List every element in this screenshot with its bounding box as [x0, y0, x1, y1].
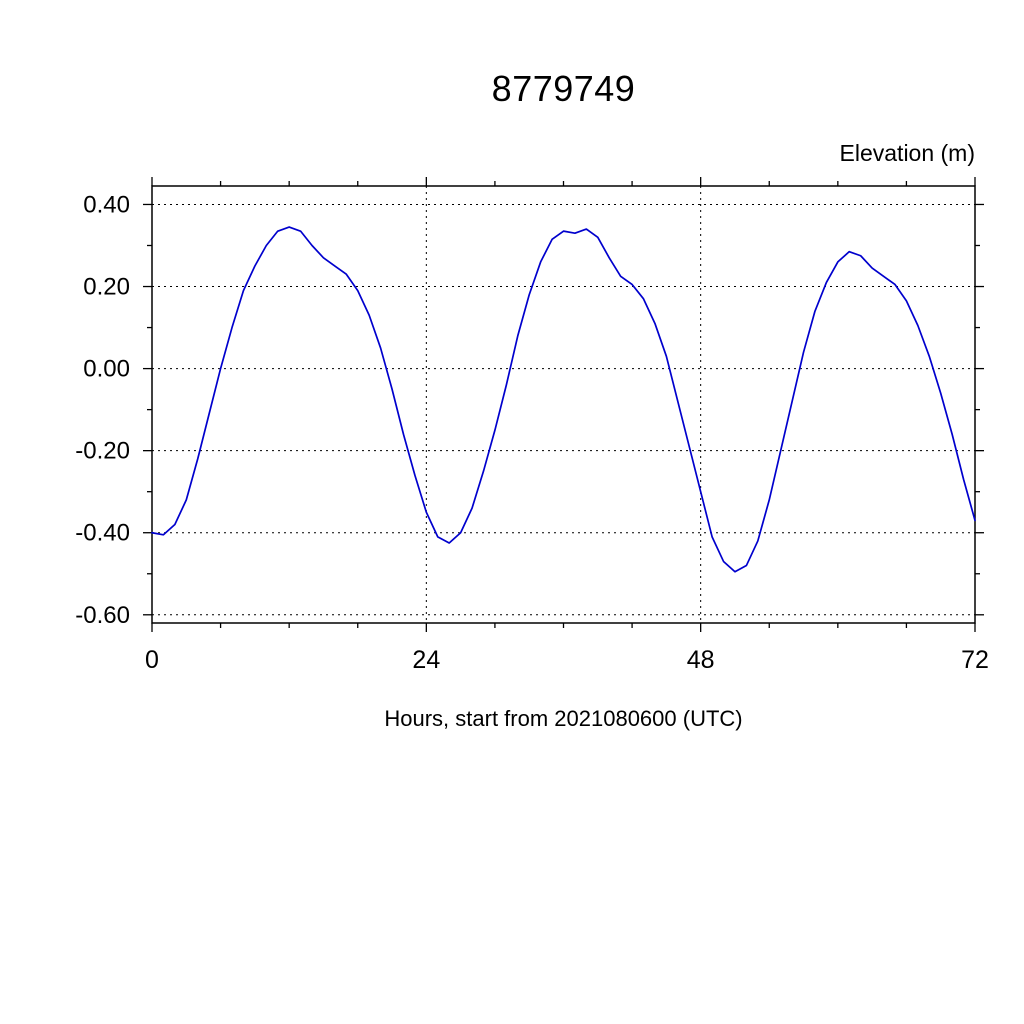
- y-axis-label: Elevation (m): [839, 140, 975, 166]
- elevation-series-line: [151, 226, 976, 573]
- svg-text:72: 72: [961, 646, 989, 674]
- chart-title: 8779749: [491, 68, 636, 109]
- svg-text:-0.60: -0.60: [75, 602, 130, 629]
- svg-text:0: 0: [145, 646, 159, 674]
- x-axis-label: Hours, start from 2021080600 (UTC): [384, 706, 743, 731]
- svg-text:0.00: 0.00: [83, 356, 130, 383]
- svg-text:-0.40: -0.40: [75, 520, 130, 547]
- svg-text:48: 48: [687, 646, 715, 674]
- svg-text:0.20: 0.20: [83, 274, 130, 301]
- svg-text:24: 24: [412, 646, 440, 674]
- svg-text:0.40: 0.40: [83, 191, 130, 218]
- svg-text:-0.20: -0.20: [75, 438, 130, 465]
